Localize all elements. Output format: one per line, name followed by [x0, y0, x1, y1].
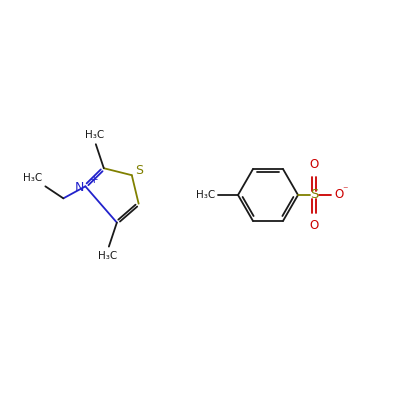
Text: H₃C: H₃C [196, 190, 215, 200]
Text: H₃C: H₃C [23, 173, 42, 183]
Text: O: O [334, 188, 343, 202]
Text: +: + [90, 175, 99, 185]
Text: ⁻: ⁻ [342, 185, 348, 195]
Text: S: S [310, 188, 318, 202]
Text: S: S [135, 164, 143, 177]
Text: O: O [309, 158, 319, 171]
Text: N: N [75, 181, 84, 194]
Text: H₃C: H₃C [98, 250, 118, 260]
Text: O: O [309, 219, 319, 232]
Text: H₃C: H₃C [85, 130, 104, 140]
